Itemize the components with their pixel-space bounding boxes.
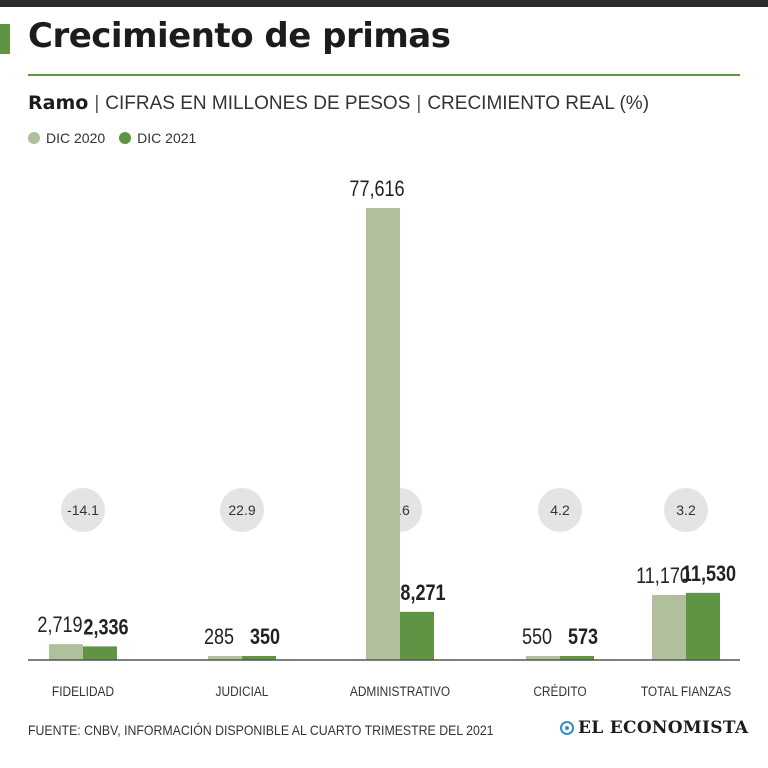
value-label-2021: 8,271 <box>400 581 445 605</box>
value-label-2020: 550 <box>522 625 552 649</box>
growth-label: 22.9 <box>228 502 255 518</box>
bar-2020 <box>366 208 400 660</box>
source-note: FUENTE: CNBV, INFORMACIÓN DISPONIBLE AL … <box>28 722 494 738</box>
category-label: ADMINISTRATIVO <box>350 683 450 699</box>
legend-label-2021: DIC 2021 <box>137 130 197 146</box>
bar-2021 <box>560 656 594 660</box>
value-label-2020: 285 <box>204 625 234 649</box>
title-rule <box>28 74 740 76</box>
value-label-2021: 573 <box>568 625 598 649</box>
category-label: FIDELIDAD <box>52 683 114 699</box>
bar-2020 <box>208 656 242 660</box>
legend-swatch-2020 <box>28 132 40 144</box>
bar-2021 <box>83 646 117 660</box>
growth-bubble <box>664 488 708 532</box>
bar-2021 <box>242 656 276 660</box>
value-label-2021: 11,530 <box>682 562 736 586</box>
chart-title: Crecimiento de primas <box>28 16 451 56</box>
bar-2021 <box>400 611 434 660</box>
growth-label: 3.2 <box>676 502 696 518</box>
subtitle-separator: | <box>416 93 422 114</box>
bar-2020 <box>49 644 83 660</box>
bar-2020 <box>526 656 560 660</box>
category-label: JUDICIAL <box>216 683 269 699</box>
legend: DIC 2020 DIC 2021 <box>28 130 196 146</box>
brand-name: EL ECONOMISTA <box>578 718 749 738</box>
value-label-2020: 2,719 <box>37 614 82 638</box>
value-label-2020: 77,616 <box>349 177 404 201</box>
category-label: TOTAL FIANZAS <box>641 683 732 699</box>
legend-item-2021: DIC 2021 <box>119 130 196 146</box>
growth-label: -14.1 <box>67 502 99 518</box>
legend-label-2020: DIC 2020 <box>46 130 106 146</box>
el-economista-logo-icon <box>560 721 574 735</box>
category-label: CRÉDITO <box>533 683 586 699</box>
subtitle-lead: Ramo <box>28 92 89 114</box>
growth-bubble <box>61 488 105 532</box>
title-marker <box>0 24 10 54</box>
subtitle-separator: | <box>94 93 100 114</box>
legend-swatch-2021 <box>119 132 132 144</box>
growth-bubble <box>220 488 264 532</box>
bar-2020 <box>652 594 686 660</box>
subtitle-units: CIFRAS EN MILLONES DE PESOS <box>105 93 411 114</box>
growth-label: 4.2 <box>550 502 570 518</box>
value-label-2021: 350 <box>250 625 280 649</box>
top-bar <box>0 0 768 7</box>
brand-logo: EL ECONOMISTA <box>560 718 748 738</box>
bar-2021 <box>686 592 720 660</box>
chart-subtitle: Ramo | CIFRAS EN MILLONES DE PESOS | CRECIMI… <box>28 92 649 115</box>
legend-item-2020: DIC 2020 <box>28 130 105 146</box>
value-label-2021: 2,336 <box>83 616 128 640</box>
growth-bubble <box>538 488 582 532</box>
value-label-2020: 11,170 <box>636 564 690 588</box>
subtitle-growth: CRECIMIENTO REAL (%) <box>427 93 650 114</box>
